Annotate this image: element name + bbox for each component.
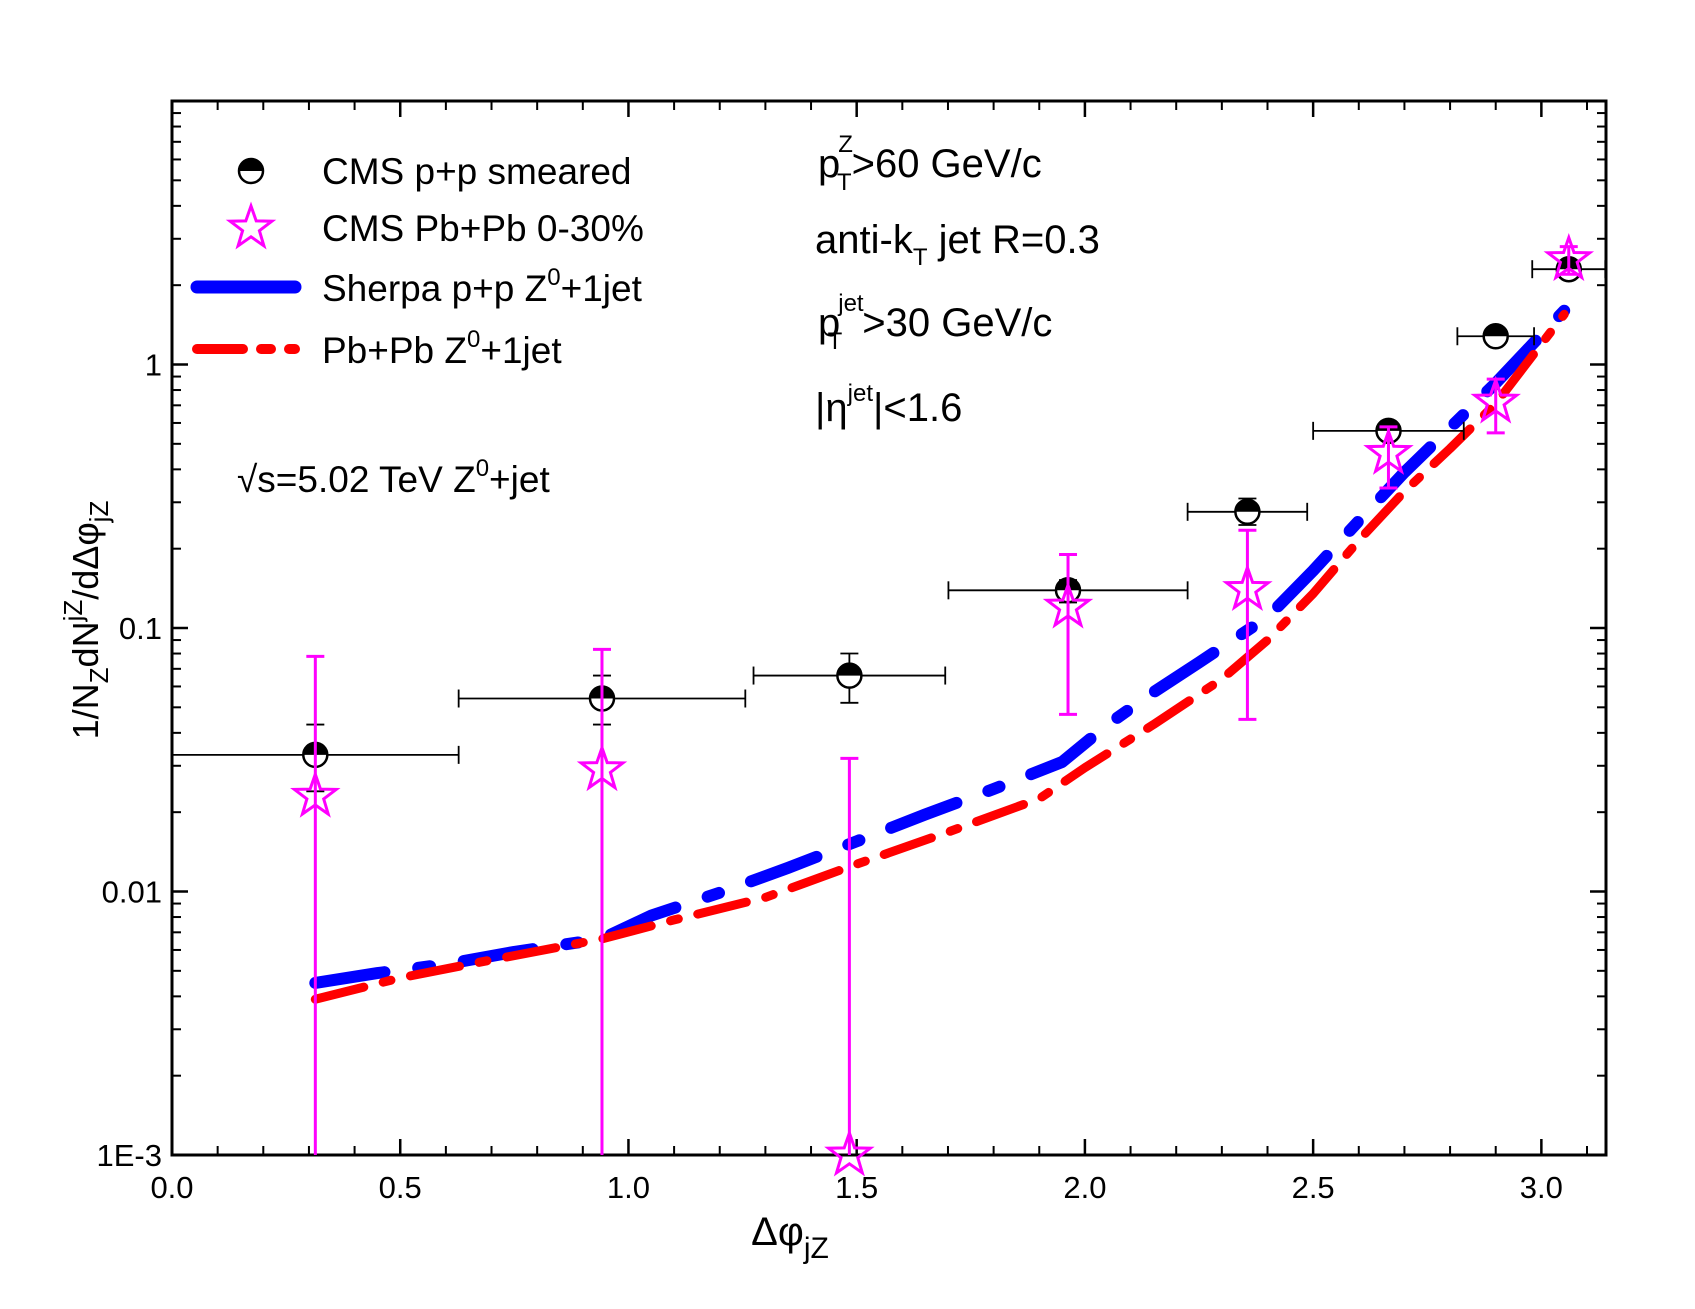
half-filled-circle-marker <box>1482 323 1509 350</box>
pp-data-point <box>1456 323 1535 350</box>
marker-fill <box>1235 499 1260 512</box>
legend: CMS p+p smeared CMS Pb+Pb 0-30% Sherpa p… <box>190 151 644 371</box>
pbpb-data-point <box>1222 528 1273 721</box>
star-marker <box>824 1128 875 1177</box>
y-axis-ticks: 1E-3 0.01 0.1 1 <box>97 112 1606 1173</box>
legend-marker-pbpb <box>225 201 277 250</box>
annotation-ptjet: pjet T >30 GeV/c <box>818 290 1052 355</box>
x-axis-ticks: 0.0 0.5 1.0 1.5 2.0 2.5 3.0 <box>150 101 1589 1205</box>
x-tick-label: 1.0 <box>607 1170 650 1205</box>
legend-label-pbpb: CMS Pb+Pb 0-30% <box>322 208 644 249</box>
marker-fill <box>1483 324 1508 337</box>
annotation-eta: |ηjet|<1.6 <box>815 380 962 430</box>
y-tick-label: 1 <box>145 348 162 383</box>
star-marker <box>1363 426 1414 475</box>
pbpb-data-point <box>824 756 875 1177</box>
pp-data-point <box>752 652 947 704</box>
star-marker <box>1543 233 1595 282</box>
sherpa-pp-curve <box>309 304 1571 989</box>
x-tick-label: 2.0 <box>1063 1170 1106 1205</box>
annotation-algorithm: anti-kT jet R=0.3 <box>815 218 1100 271</box>
legend-label-sherpa: Sherpa p+p Z0+1jet <box>322 264 643 309</box>
pbpb-data-point <box>290 654 341 1155</box>
pp-data-point <box>1186 497 1309 526</box>
x-tick-label: 0.0 <box>150 1170 193 1205</box>
x-tick-label: 0.5 <box>379 1170 422 1205</box>
star-marker <box>290 769 341 818</box>
y-tick-label: 0.01 <box>102 875 162 910</box>
half-filled-circle-marker <box>1234 498 1261 526</box>
data-points <box>172 233 1607 1177</box>
x-axis-label: ΔφjZ <box>751 1210 829 1265</box>
pbpb-data-point <box>1363 425 1414 490</box>
star-marker <box>1222 562 1273 611</box>
pbpb-data-point <box>1470 375 1521 435</box>
y-tick-label: 1E-3 <box>97 1138 162 1173</box>
annotation-energy: √s=5.02 TeV Z0+jet <box>237 455 550 500</box>
x-tick-label: 3.0 <box>1520 1170 1563 1205</box>
x-tick-label: 2.5 <box>1292 1170 1335 1205</box>
pbpb-data-point <box>576 647 628 1155</box>
pbpb-data-point <box>1042 553 1094 716</box>
star-marker <box>1042 580 1094 629</box>
legend-marker-pp <box>237 157 265 185</box>
annotations: pZ T>60 GeV/c anti-kT jet R=0.3 pjet T >30 … <box>237 131 1100 500</box>
star-marker <box>1470 375 1521 424</box>
pbpb-data-point <box>1543 233 1595 282</box>
annotation-ptz: pZ T>60 GeV/c <box>818 131 1042 196</box>
legend-label-pbpb-model: Pb+Pb Z0+1jet <box>322 326 562 371</box>
legend-label-pp: CMS p+p smeared <box>322 151 632 192</box>
star-marker <box>576 743 628 792</box>
marker-fill <box>837 663 862 676</box>
y-tick-label: 0.1 <box>119 611 162 646</box>
x-tick-label: 1.5 <box>835 1170 878 1205</box>
y-axis-label: 1/NZdNjZ/dΔφjZ <box>58 501 114 740</box>
half-filled-circle-marker <box>836 662 863 689</box>
